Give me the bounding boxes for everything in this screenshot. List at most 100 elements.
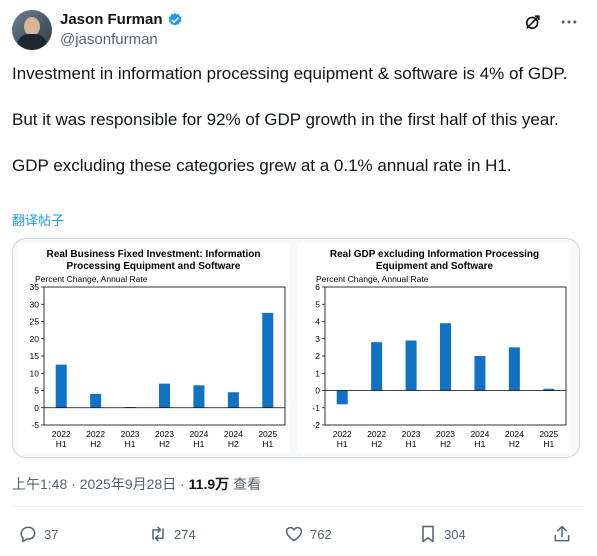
repost-button[interactable]: 274 [148, 524, 196, 544]
y-tick-label: 5 [34, 386, 39, 396]
bookmark-count: 304 [444, 526, 466, 542]
x-tick-year: 2023 [436, 429, 455, 439]
author-name[interactable]: Jason Furman [60, 11, 163, 28]
avatar-face [24, 17, 40, 36]
x-tick-half: H1 [262, 439, 273, 449]
bar-6 [262, 312, 274, 408]
chart-title-line2: Processing Equipment and Software [67, 261, 241, 272]
like-button[interactable]: 762 [284, 524, 332, 544]
bar-1 [90, 393, 102, 408]
bar-5 [227, 392, 239, 408]
y-tick-label: -5 [31, 420, 39, 430]
chart-title-line2: Equipment and Software [376, 261, 494, 272]
x-tick-year: 2024 [505, 429, 524, 439]
y-tick-label: 15 [30, 351, 40, 361]
chart-panel-investment: Real Business Fixed Investment: Informat… [17, 243, 290, 453]
repost-count: 274 [174, 526, 196, 542]
x-tick-year: 2025 [539, 429, 558, 439]
chart-ylabel: Percent Change, Annual Rate [316, 274, 429, 284]
meta-separator: · [71, 476, 76, 492]
reply-button[interactable]: 37 [18, 524, 58, 544]
bookmark-icon [422, 525, 434, 543]
x-tick-year: 2024 [189, 429, 208, 439]
bar-2 [405, 340, 417, 391]
y-tick-label: 2 [315, 351, 320, 361]
x-tick-half: H2 [159, 439, 170, 449]
tweet-paragraph-2: But it was responsible for 92% of GDP gr… [12, 110, 559, 129]
x-tick-half: H2 [90, 439, 101, 449]
tweet-media-image[interactable]: Real Business Fixed Investment: Informat… [12, 238, 580, 458]
x-tick-half: H1 [193, 439, 204, 449]
author-row: Jason Furman [60, 11, 183, 28]
verified-badge-icon [168, 12, 181, 26]
x-tick-half: H2 [440, 439, 451, 449]
x-tick-half: H1 [406, 439, 417, 449]
bar-6 [543, 388, 555, 391]
y-tick-label: -2 [312, 420, 320, 430]
x-tick-year: 2025 [258, 429, 277, 439]
reply-icon [20, 526, 36, 543]
share-button[interactable] [552, 524, 572, 544]
y-tick-label: 30 [30, 299, 40, 309]
x-tick-year: 2022 [52, 429, 71, 439]
x-tick-half: H2 [228, 439, 239, 449]
x-tick-year: 2023 [121, 429, 140, 439]
share-icon [554, 525, 570, 542]
views-count: 11.9万 [188, 476, 230, 492]
chart-gdp-excluding: Real GDP excluding Information Processin… [312, 249, 567, 449]
bar-4 [474, 356, 486, 391]
reply-count: 37 [44, 526, 59, 542]
tweet-meta: 上午1:48 · 2025年9月28日 · 11.9万 查看 [12, 474, 261, 494]
chart-investment: Real Business Fixed Investment: Informat… [30, 249, 286, 449]
y-tick-label: -1 [312, 403, 320, 413]
more-options-icon[interactable] [559, 12, 579, 32]
avatar-suit [17, 34, 47, 50]
chart-panel-gdp: Real GDP excluding Information Processin… [298, 243, 571, 453]
x-tick-half: H1 [125, 439, 136, 449]
y-tick-label: 1 [315, 368, 320, 378]
avatar[interactable] [12, 10, 52, 50]
bar-3 [440, 323, 451, 391]
tweet-time[interactable]: 上午1:48 [12, 476, 68, 492]
y-tick-label: 0 [34, 403, 39, 413]
chart-ylabel: Percent Change, Annual Rate [35, 274, 148, 284]
x-tick-year: 2022 [86, 429, 105, 439]
heart-icon [285, 526, 303, 542]
x-tick-year: 2022 [367, 429, 386, 439]
x-tick-year: 2023 [155, 429, 174, 439]
tweet-paragraph-3: GDP excluding these categories grew at a… [12, 156, 512, 175]
x-tick-year: 2022 [333, 429, 352, 439]
bar-1 [371, 342, 383, 391]
bar-4 [193, 385, 205, 408]
grok-icon[interactable] [523, 12, 543, 32]
y-tick-label: 4 [315, 317, 320, 327]
chart-title-line1: Real GDP excluding Information Processin… [330, 249, 539, 260]
tweet-text: Investment in information processing equ… [12, 62, 587, 200]
author-handle[interactable]: @jasonfurman [60, 31, 158, 48]
tweet-header: Jason Furman @jasonfurman [12, 8, 585, 52]
meta-separator-2: · [180, 476, 185, 492]
divider [12, 506, 585, 507]
x-tick-half: H1 [337, 439, 348, 449]
x-tick-half: H1 [543, 439, 554, 449]
action-bar: 37 274 762 304 [12, 524, 585, 550]
y-tick-label: 35 [30, 282, 40, 292]
y-tick-label: 0 [315, 386, 320, 396]
y-tick-label: 3 [315, 334, 320, 344]
chart-title-line1: Real Business Fixed Investment: Informat… [47, 249, 261, 260]
like-count: 762 [310, 526, 332, 542]
x-tick-half: H1 [474, 439, 485, 449]
y-tick-label: 5 [315, 299, 320, 309]
y-tick-label: 25 [30, 317, 40, 327]
y-tick-label: 6 [315, 282, 320, 292]
x-tick-half: H2 [371, 439, 382, 449]
x-tick-year: 2023 [402, 429, 421, 439]
tweet-date[interactable]: 2025年9月28日 [79, 476, 177, 492]
bar-0 [336, 390, 348, 405]
bookmark-button[interactable]: 304 [418, 524, 466, 544]
y-tick-label: 20 [30, 334, 40, 344]
tweet-paragraph-1: Investment in information processing equ… [12, 64, 568, 83]
views-label: 查看 [233, 476, 262, 492]
repost-icon [152, 526, 164, 542]
translate-post-link[interactable]: 翻译帖子 [12, 213, 65, 228]
